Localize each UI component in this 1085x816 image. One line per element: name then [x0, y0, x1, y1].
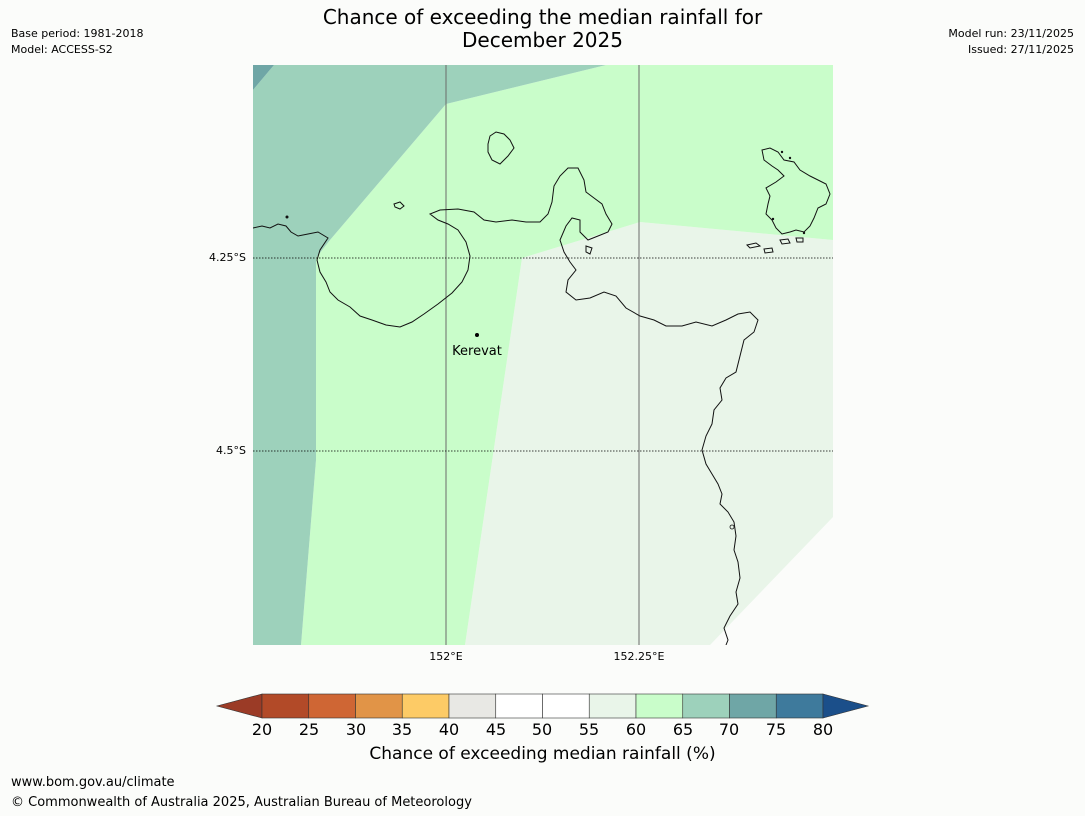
colorbar-tick: 55	[578, 720, 600, 739]
coastline-main	[253, 167, 759, 645]
footer-copyright: © Commonwealth of Australia 2025, Austra…	[11, 795, 472, 810]
colorbar-tick: 60	[625, 720, 647, 739]
islet-dot-4	[771, 217, 775, 221]
islet-dot-5	[802, 231, 806, 235]
colorbar-tick: 70	[718, 720, 740, 739]
colorbar-tick: 20	[251, 720, 273, 739]
colorbar-tick: 45	[485, 720, 507, 739]
colorbar-tick: 75	[765, 720, 787, 739]
lat-label-4-25s: 4.25°S	[209, 251, 246, 264]
base-period: Base period: 1981-2018	[11, 27, 144, 40]
coastline-islet-4	[779, 238, 791, 245]
region-65-70	[253, 65, 606, 645]
meta-left: Base period: 1981-2018 Model: ACCESS-S2	[11, 26, 143, 58]
colorbar-segment	[775, 693, 824, 719]
colorbar-over-arrow	[822, 693, 870, 719]
colorbar-tick: 40	[438, 720, 460, 739]
lat-label-4-5s: 4.5°S	[216, 444, 246, 457]
issued-date: Issued: 27/11/2025	[967, 43, 1074, 56]
colorbar-segment	[261, 693, 310, 719]
coastline-islet-3	[763, 247, 774, 254]
map-plot-area: Kerevat	[253, 65, 833, 645]
coastline-islet-6	[585, 245, 593, 255]
colorbar	[215, 693, 870, 719]
colorbar-under-arrow	[215, 693, 263, 719]
coastline-island-north	[487, 131, 515, 165]
islet-dot-1	[285, 215, 289, 219]
colorbar-segment	[635, 693, 684, 719]
colorbar-segment	[308, 693, 356, 719]
coastline	[253, 131, 831, 645]
colorbar-segment	[448, 693, 497, 719]
region-70-75	[253, 65, 274, 90]
colorbar-segment	[682, 693, 730, 719]
title-line-1: Chance of exceeding the median rainfall …	[322, 5, 763, 29]
coastline-east-islands	[761, 147, 831, 235]
coastline-islet-2	[746, 242, 762, 249]
colorbar-title: Chance of exceeding median rainfall (%)	[369, 744, 716, 764]
model-run: Model run: 23/11/2025	[948, 27, 1074, 40]
colorbar-segment	[729, 693, 777, 719]
colorbar-tick: 25	[298, 720, 320, 739]
islet-dot-3	[788, 156, 792, 160]
footer-url: www.bom.gov.au/climate	[11, 775, 175, 790]
coastline-islet-1	[393, 201, 405, 210]
region-55-60	[465, 222, 833, 645]
coastline-islet-5	[795, 237, 804, 243]
colorbar-tick: 50	[531, 720, 553, 739]
model-name: Model: ACCESS-S2	[11, 43, 113, 56]
map-title: Chance of exceeding the median rainfall …	[0, 6, 1085, 52]
kerevat-marker	[475, 333, 479, 337]
lon-label-152e: 152°E	[429, 650, 463, 663]
colorbar-segment	[355, 693, 403, 719]
colorbar-tick: 30	[345, 720, 367, 739]
kerevat-label: Kerevat	[452, 344, 502, 359]
lon-label-152-25e: 152.25°E	[613, 650, 665, 663]
region-60-65	[301, 65, 833, 645]
colorbar-segment	[588, 693, 637, 719]
islet-dot-2	[780, 150, 784, 154]
meta-right: Model run: 23/11/2025 Issued: 27/11/2025	[948, 26, 1074, 58]
colorbar-segment	[495, 693, 543, 719]
colorbar-segment	[542, 693, 590, 719]
colorbar-segment	[401, 693, 450, 719]
islet-dot-6	[729, 524, 735, 530]
colorbar-tick: 35	[391, 720, 413, 739]
colorbar-tick: 65	[672, 720, 694, 739]
title-line-2: December 2025	[462, 28, 623, 52]
colorbar-tick: 80	[812, 720, 834, 739]
